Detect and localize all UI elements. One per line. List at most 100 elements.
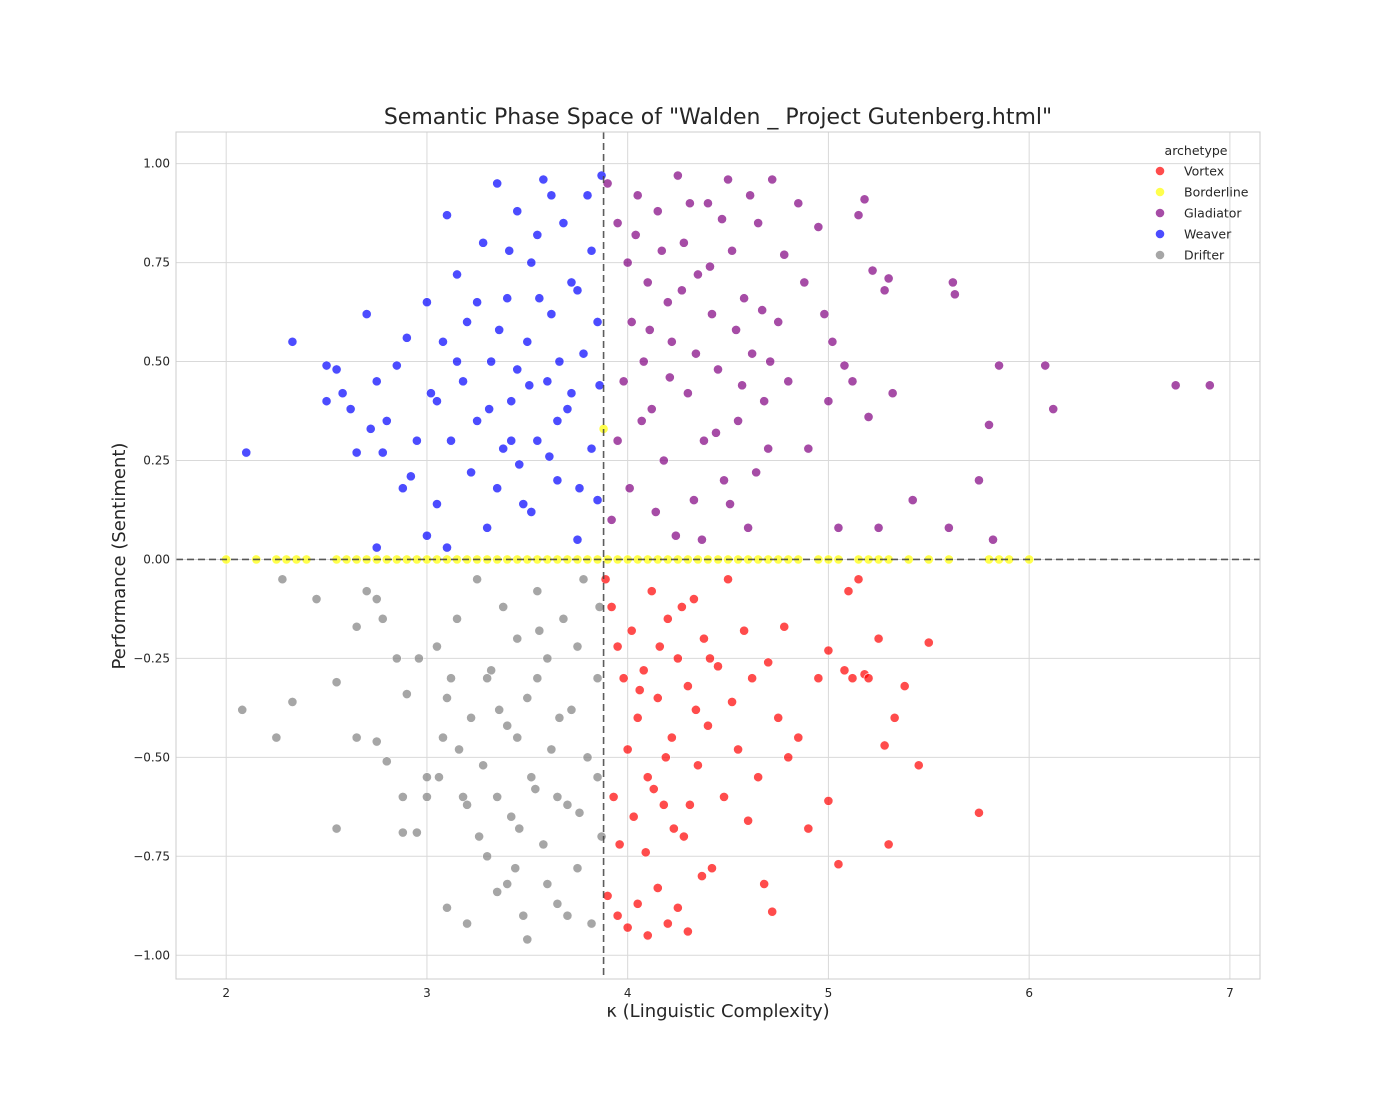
point-vortex: [839, 665, 850, 676]
y-tick-labels: 1.00 0.75 0.50 0.25 0.00 −0.25 −0.50 −0.75 −1.00: [133, 157, 170, 963]
point-vortex: [638, 665, 649, 676]
point-gladiator: [693, 269, 703, 280]
point-drifter: [554, 712, 565, 723]
point-vortex: [612, 910, 623, 921]
point-gladiator: [745, 190, 756, 201]
point-vortex: [783, 752, 794, 763]
point-vortex: [658, 799, 669, 810]
point-gladiator: [691, 348, 701, 359]
y-tick-label: 0.75: [143, 256, 170, 270]
y-tick-label: 0.25: [143, 454, 170, 468]
point-drifter: [592, 673, 603, 684]
point-weaver: [484, 404, 495, 414]
point-vortex: [652, 693, 663, 703]
point-weaver: [381, 416, 392, 426]
point-drifter: [534, 625, 545, 636]
point-vortex: [646, 586, 657, 597]
point-weaver: [506, 396, 517, 407]
point-gladiator: [664, 372, 675, 383]
point-gladiator: [823, 396, 834, 407]
point-weaver: [391, 360, 402, 371]
point-drifter: [458, 792, 468, 802]
point-vortex: [684, 799, 695, 810]
legend-marker: [1155, 166, 1165, 176]
point-vortex: [833, 859, 844, 870]
point-gladiator: [642, 277, 653, 288]
point-drifter: [518, 910, 529, 921]
point-weaver: [492, 178, 503, 189]
legend-marker: [1155, 187, 1165, 197]
point-gladiator: [813, 222, 824, 232]
point-gladiator: [666, 336, 677, 347]
point-vortex: [913, 760, 924, 771]
point-weaver: [494, 324, 505, 335]
point-weaver: [518, 499, 529, 509]
point-weaver: [534, 293, 545, 304]
point-vortex: [767, 906, 778, 917]
x-tick-label: 5: [825, 986, 833, 1000]
point-weaver: [377, 447, 388, 458]
point-weaver: [472, 297, 483, 308]
point-gladiator: [1040, 360, 1051, 371]
point-weaver: [446, 435, 456, 446]
point-vortex: [682, 681, 693, 692]
point-weaver: [506, 435, 517, 446]
legend-label: Drifter: [1184, 248, 1225, 263]
point-drifter: [472, 574, 483, 585]
point-gladiator: [703, 198, 713, 209]
point-gladiator: [602, 178, 613, 189]
point-gladiator: [827, 336, 838, 347]
point-vortex: [923, 637, 934, 648]
point-gladiator: [618, 376, 629, 387]
point-vortex: [693, 760, 703, 771]
point-weaver: [331, 364, 342, 375]
point-weaver: [466, 467, 476, 478]
point-gladiator: [803, 443, 814, 454]
point-gladiator: [656, 245, 667, 256]
point-drifter: [482, 851, 493, 862]
point-drifter: [422, 772, 432, 783]
point-gladiator: [833, 522, 844, 533]
x-tick-label: 6: [1025, 986, 1033, 1000]
point-weaver: [592, 495, 603, 505]
y-axis-label: Performance (Sentiment): [109, 443, 130, 670]
point-gladiator: [765, 356, 776, 367]
point-drifter: [572, 641, 583, 652]
point-gladiator: [624, 483, 635, 494]
point-drifter: [331, 677, 342, 688]
point-weaver: [321, 360, 332, 371]
point-drifter: [542, 653, 553, 664]
point-vortex: [703, 720, 713, 731]
point-vortex: [779, 621, 790, 632]
legend-marker: [1155, 229, 1165, 239]
point-drifter: [331, 823, 342, 834]
point-drifter: [498, 602, 509, 612]
point-drifter: [446, 673, 456, 684]
point-weaver: [566, 388, 577, 399]
point-weaver: [544, 451, 555, 462]
point-weaver: [365, 423, 376, 434]
y-tick-label: −0.75: [133, 849, 170, 863]
y-tick-label: 0.00: [143, 552, 170, 566]
point-drifter: [582, 752, 593, 763]
point-gladiator: [717, 214, 727, 224]
point-gladiator: [984, 419, 994, 430]
point-gladiator: [747, 348, 758, 359]
point-weaver: [524, 380, 535, 391]
point-drifter: [478, 760, 489, 771]
point-weaver: [578, 348, 589, 359]
series-weaver: [241, 170, 607, 553]
point-weaver: [287, 336, 298, 347]
point-gladiator: [767, 174, 778, 185]
point-gladiator: [739, 293, 749, 304]
point-vortex: [889, 712, 900, 723]
point-vortex: [672, 902, 683, 913]
point-vortex: [727, 697, 737, 707]
point-weaver: [592, 317, 603, 327]
point-drifter: [552, 792, 563, 802]
point-drifter: [492, 887, 503, 897]
point-weaver: [546, 190, 557, 201]
point-weaver: [452, 356, 462, 367]
point-gladiator: [859, 194, 870, 205]
point-drifter: [422, 792, 432, 802]
